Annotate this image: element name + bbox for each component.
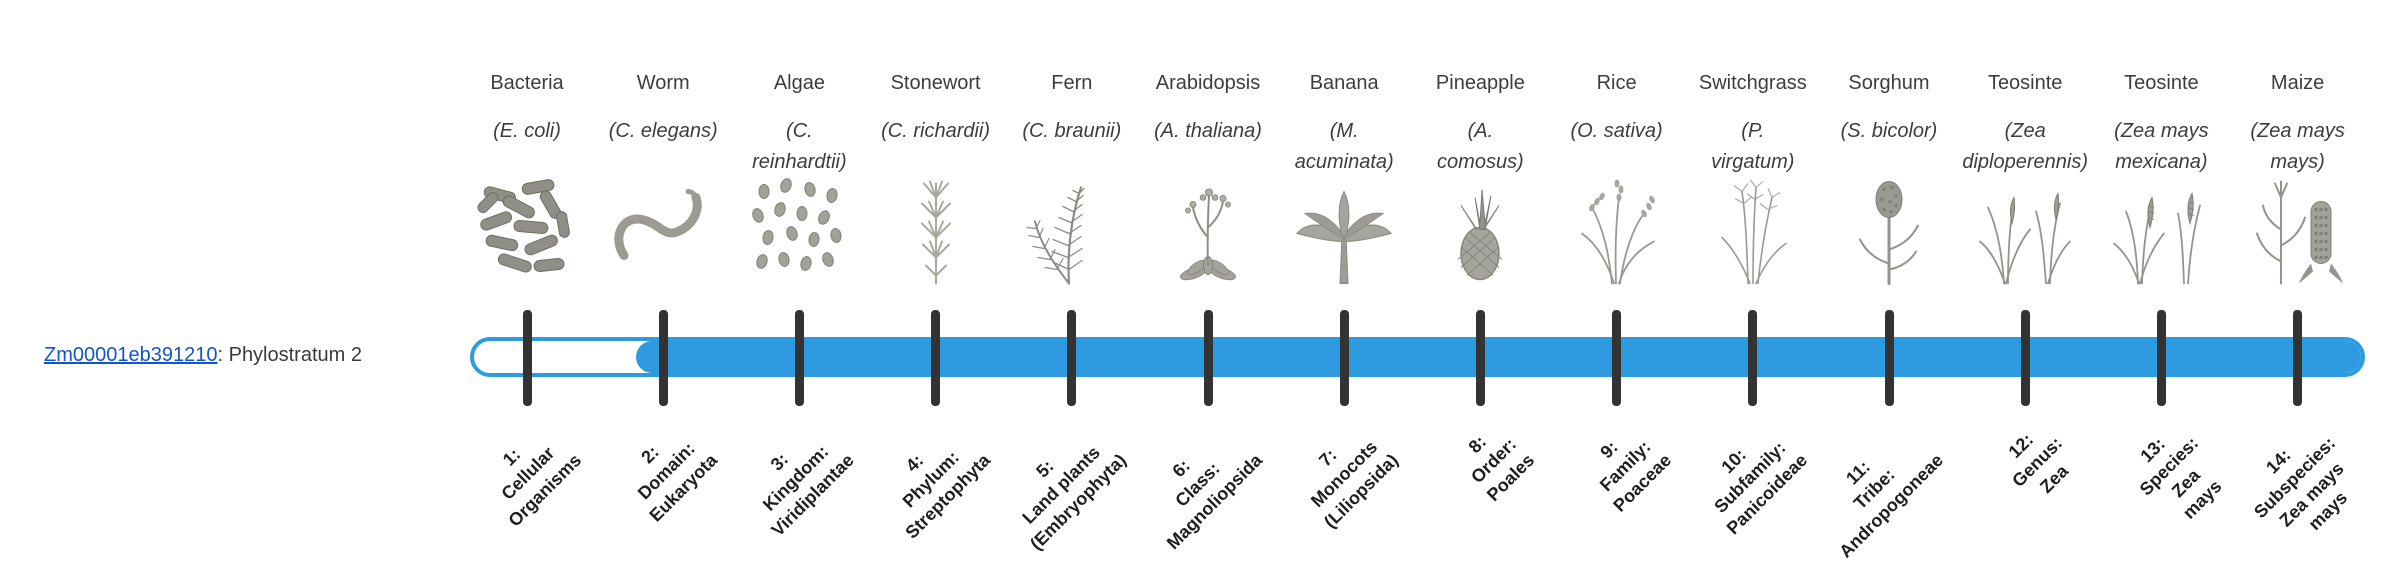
phylostratum-tick: [1067, 310, 1077, 406]
organism-scientific-name: (C. elegans): [588, 116, 738, 147]
phylostratum-tick: [1612, 310, 1622, 406]
organism-common-name: Worm: [636, 72, 690, 94]
stratum-label: 14: Subspecies: Zea mays mays: [2233, 416, 2374, 557]
bacteria-image: [472, 170, 582, 288]
stratum-label: 12: Genus: Zea: [1991, 416, 2084, 509]
scientific-name-line: (C. braunii): [1022, 120, 1122, 142]
organism-scientific-name: (S. bicolor): [1814, 116, 1964, 147]
sorghum-image: [1834, 170, 1944, 288]
organism-scientific-name: (Zea mays mays): [2223, 116, 2373, 178]
organism-scientific-name: (M. acuminata): [1269, 116, 1419, 178]
stratum-label: 5: Land plants (Embryophyta): [992, 416, 1131, 555]
rice-image: [1562, 170, 1672, 288]
stratum-label: 7: Monocots (Liliopsida): [1286, 416, 1404, 534]
teosinte-mexicana-image: [2106, 170, 2216, 288]
gene-label-suffix: : Phylostratum 2: [217, 344, 362, 366]
organism-common-name: Arabidopsis: [1155, 72, 1261, 94]
switchgrass-image: [1698, 170, 1808, 288]
scientific-name-line: (Zea: [2004, 120, 2046, 142]
organism-scientific-name: (E. coli): [452, 116, 602, 147]
scientific-name-line: virgatum): [1711, 151, 1795, 173]
organism-common-name: Rice: [1596, 72, 1637, 94]
organism-common-name: Maize: [2270, 72, 2325, 94]
algae-image: [744, 170, 854, 288]
scientific-name-line: comosus): [1437, 151, 1524, 173]
scientific-name-line: (A.: [1467, 120, 1494, 142]
stratum-label: 6: Class: Magnoliopsida: [1129, 416, 1268, 555]
stratum-label: 3: Kingdom: Viridiplantae: [733, 416, 859, 542]
phylostratum-tick: [1339, 310, 1349, 406]
stonewort-image: [881, 170, 991, 288]
scientific-name-line: (A. thaliana): [1154, 120, 1262, 142]
scientific-name-line: (C. elegans): [608, 120, 718, 142]
organism-scientific-name: (C. reinhardtii): [724, 116, 874, 178]
stratum-label: 11: Tribe: Andropogoneae: [1801, 416, 1948, 563]
phylostratum-tick: [2020, 310, 2030, 406]
fern-image: [1017, 170, 1127, 288]
organism-common-name: Switchgrass: [1698, 72, 1807, 94]
organism-common-name: Sorghum: [1848, 72, 1930, 94]
phylostratum-tick: [1475, 310, 1485, 406]
pineapple-image: [1425, 170, 1535, 288]
organism-common-name: Pineapple: [1435, 72, 1525, 94]
scientific-name-line: reinhardtii): [752, 151, 847, 173]
phylostratum-tick: [2156, 310, 2166, 406]
stratum-label: 2: Domain: Eukaryota: [612, 416, 723, 527]
gene-id-link[interactable]: Zm00001eb391210: [44, 344, 218, 366]
scientific-name-line: (Zea mays: [2250, 120, 2345, 142]
scientific-name-line: mays): [2270, 151, 2325, 173]
scientific-name-line: mexicana): [2115, 151, 2208, 173]
organism-scientific-name: (Zea mays mexicana): [2086, 116, 2236, 178]
scientific-name-line: (E. coli): [493, 120, 561, 142]
phylostratum-tick: [794, 310, 804, 406]
arabidopsis-image: [1153, 170, 1263, 288]
organism-common-name: Banana: [1309, 72, 1379, 94]
organism-common-name: Teosinte: [1987, 72, 2063, 94]
scientific-name-line: (P.: [1741, 120, 1765, 142]
scientific-name-line: (Zea mays: [2114, 120, 2209, 142]
phylostratum-tick: [658, 310, 668, 406]
scientific-name-line: (C.: [786, 120, 813, 142]
organism-scientific-name: (O. sativa): [1542, 116, 1692, 147]
organism-common-name: Fern: [1051, 72, 1093, 94]
stratum-label: 4: Phylum: Streptophyta: [867, 416, 995, 544]
phylostratum-tick: [522, 310, 532, 406]
phylostratum-tick: [1748, 310, 1758, 406]
organism-common-name: Stonewort: [890, 72, 981, 94]
phylostratum-tick: [1884, 310, 1894, 406]
scientific-name-line: (S. bicolor): [1840, 120, 1938, 142]
phylostratum-bar-fill: [636, 341, 2361, 373]
organism-scientific-name: (C. braunii): [997, 116, 1147, 147]
organism-common-name: Teosinte: [2124, 72, 2199, 94]
stratum-label: 8: Order: Poales: [1449, 416, 1540, 507]
scientific-name-line: (C. richardii): [881, 120, 991, 142]
phylostratum-tick: [931, 310, 941, 406]
stratum-label: 9: Family: Poaceae: [1575, 416, 1676, 517]
stratum-label: 1: Cellular Organisms: [470, 416, 586, 532]
organism-common-name: Bacteria: [490, 72, 564, 94]
scientific-name-line: diploperennis): [1962, 151, 2088, 173]
stratum-label: 13: Species: Zea mays: [2119, 416, 2238, 535]
organism-common-name: Algae: [773, 72, 825, 94]
maize-image: [2243, 170, 2353, 288]
organism-scientific-name: (C. richardii): [861, 116, 1011, 147]
stratum-label: 10: Subfamily: Panicoideae: [1689, 416, 1813, 540]
teosinte-diploperennis-image: [1970, 170, 2080, 288]
phylostratum-tick: [1203, 310, 1213, 406]
organism-scientific-name: (P. virgatum): [1678, 116, 1828, 178]
scientific-name-line: acuminata): [1294, 151, 1394, 173]
banana-image: [1289, 170, 1399, 288]
phylostratum-bar: [470, 337, 2365, 377]
organism-scientific-name: (A. comosus): [1405, 116, 1555, 178]
scientific-name-line: (M.: [1329, 120, 1359, 142]
worm-image: [608, 170, 718, 288]
organism-scientific-name: (Zea diploperennis): [1950, 116, 2100, 178]
gene-label: Zm00001eb391210: Phylostratum 2: [44, 344, 362, 367]
phylostratum-tick: [2293, 310, 2303, 406]
scientific-name-line: (O. sativa): [1570, 120, 1663, 142]
organism-scientific-name: (A. thaliana): [1133, 116, 1283, 147]
